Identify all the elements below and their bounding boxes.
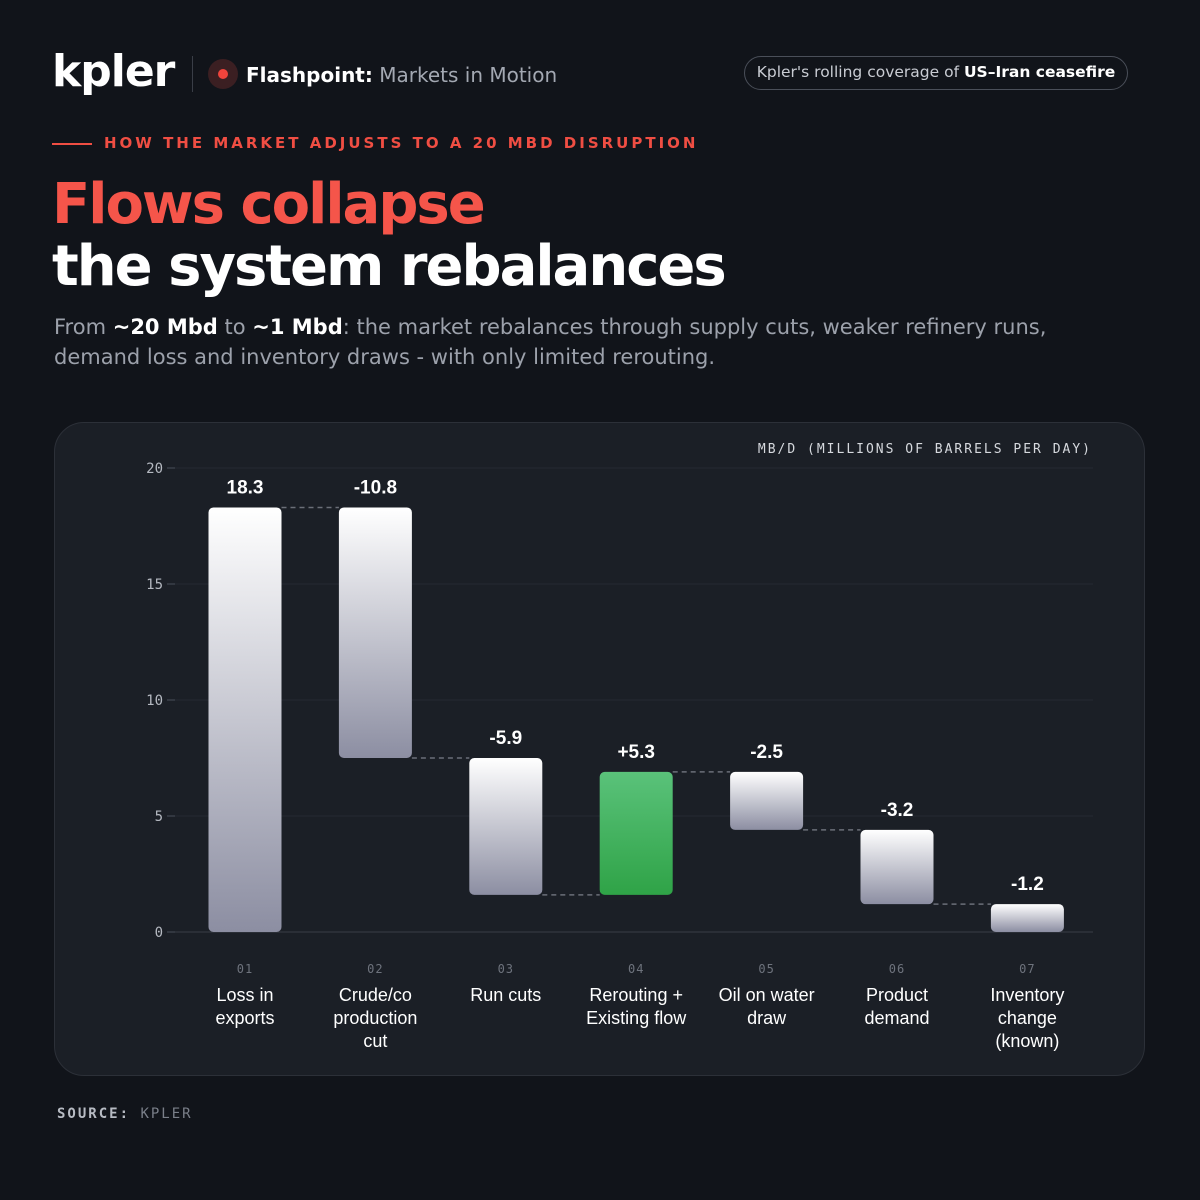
headline-line-2: the system rebalances [52, 234, 727, 299]
coverage-prefix: Kpler's rolling coverage of [756, 63, 964, 81]
bar-value-label: 18.3 [227, 477, 264, 498]
bar-category-label: production [333, 1008, 417, 1028]
subtitle-to-value: ~1 Mbd [252, 315, 343, 339]
waterfall-bar-05 [730, 771, 804, 830]
bar-category-label: demand [864, 1008, 929, 1028]
bar-category-label: Existing flow [586, 1008, 687, 1028]
source-value: KPLER [140, 1106, 193, 1122]
waterfall-bar-06 [860, 829, 934, 905]
kicker-rule [52, 143, 92, 145]
y-tick-label: 0 [155, 925, 163, 941]
y-tick-label: 15 [146, 577, 163, 593]
bar-value-label: -10.8 [354, 477, 397, 498]
bar-category-label: Loss in [216, 985, 273, 1005]
bar-category-label: draw [747, 1008, 787, 1028]
waterfall-bar-01 [208, 507, 282, 932]
bar-category-label: Product [866, 985, 928, 1005]
coverage-topic: US–Iran ceasefire [963, 63, 1116, 81]
bar-category-label: Run cuts [470, 985, 541, 1005]
flashpoint-label: Flashpoint: [246, 63, 373, 87]
subtitle-part: : the market rebalances through supply c… [54, 315, 1047, 369]
units-label: MB/D (MILLIONS OF BARRELS PER DAY) [757, 442, 1092, 457]
kpler-logo[interactable]: kpler [52, 46, 175, 97]
flashpoint-title: Flashpoint: Markets in Motion [246, 62, 557, 88]
bar-index-label: 05 [758, 962, 774, 976]
source-note: SOURCE: KPLER [57, 1106, 193, 1122]
bar-value-label: +5.3 [617, 742, 655, 763]
bar-index-label: 07 [1019, 962, 1035, 976]
waterfall-chart: 20 15 10 5 0 18.3 01 Loss in exports -10.8 02 Crude… [146, 461, 1093, 1051]
bar-category-label: Crude/co [339, 985, 412, 1005]
bar-value-label: -3.2 [881, 800, 914, 821]
bar-category-label: (known) [995, 1031, 1059, 1051]
flashpoint-series: Markets in Motion [372, 63, 558, 87]
live-dot-icon [208, 59, 238, 89]
y-tick-label: 20 [146, 461, 163, 477]
bar-category-label: Rerouting + [589, 985, 683, 1005]
bar-category-label: change [998, 1008, 1057, 1028]
waterfall-bar-02 [338, 507, 412, 758]
header-divider [192, 56, 193, 92]
bar-index-label: 04 [628, 962, 644, 976]
bar-category-label: exports [215, 1008, 274, 1028]
bar-index-label: 03 [498, 962, 514, 976]
chart-card: MB/D (MILLIONS OF BARRELS PER DAY) 20 15 1… [54, 422, 1145, 1076]
subtitle: From ~20 Mbd to ~1 Mbd: the market rebal… [54, 312, 1054, 372]
bar-category-label: Inventory [990, 985, 1064, 1005]
source-label: SOURCE: [57, 1106, 131, 1122]
bar-value-label: -5.9 [489, 728, 522, 749]
bar-category-label: cut [363, 1031, 387, 1051]
coverage-pill[interactable]: Kpler's rolling coverage of US–Iran ceas… [744, 56, 1128, 90]
waterfall-bar-04 [599, 771, 673, 895]
headline-line-1: Flows collapse [52, 172, 486, 237]
bar-index-label: 02 [367, 962, 383, 976]
bar-index-label: 06 [889, 962, 905, 976]
kicker: HOW THE MARKET ADJUSTS TO A 20 MBD DISRU… [104, 134, 699, 152]
y-tick-label: 10 [146, 693, 163, 709]
subtitle-part: From [54, 315, 113, 339]
waterfall-bar-07 [990, 904, 1064, 932]
bar-value-label: -2.5 [750, 742, 783, 763]
bar-index-label: 01 [237, 962, 253, 976]
bar-category-label: Oil on water [719, 985, 815, 1005]
waterfall-bar-03 [469, 758, 543, 895]
bar-value-label: -1.2 [1011, 874, 1044, 895]
subtitle-part: to [217, 315, 253, 339]
header: kpler Flashpoint: Markets in Motion Kple… [52, 40, 1132, 110]
subtitle-from-value: ~20 Mbd [112, 315, 218, 339]
y-tick-label: 5 [155, 809, 163, 825]
